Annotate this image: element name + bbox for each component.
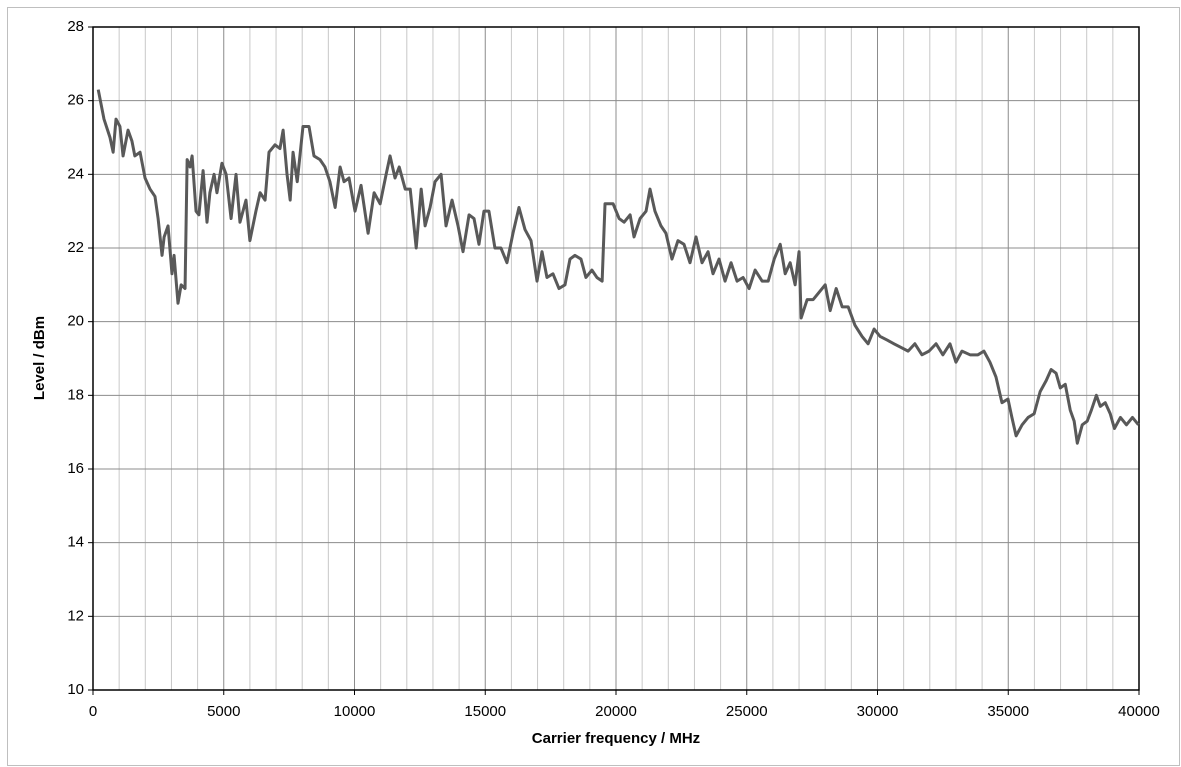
y-tick-label: 28 — [67, 18, 84, 35]
x-tick-label: 35000 — [987, 703, 1029, 720]
y-tick-label: 14 — [67, 534, 84, 551]
x-tick-label: 5000 — [207, 703, 240, 720]
x-tick-label: 15000 — [464, 703, 506, 720]
y-axis-title: Level / dBm — [31, 316, 48, 400]
y-tick-label: 18 — [67, 386, 84, 403]
x-axis-title: Carrier frequency / MHz — [532, 730, 700, 747]
y-tick-label: 12 — [67, 607, 84, 624]
x-tick-label: 40000 — [1118, 703, 1160, 720]
y-tick-label: 20 — [67, 313, 84, 330]
y-tick-label: 16 — [67, 460, 84, 477]
y-tick-label: 26 — [67, 92, 84, 109]
y-tick-label: 10 — [67, 681, 84, 698]
grid — [88, 26, 1140, 695]
chart-frame — [7, 7, 1180, 766]
data-line — [96, 89, 1140, 445]
y-tick-label: 22 — [67, 239, 84, 256]
plot-border — [92, 26, 1140, 691]
plot — [92, 26, 1140, 691]
x-tick-label: 20000 — [595, 703, 637, 720]
x-tick-label: 10000 — [334, 703, 376, 720]
labels: 0 5000 10000 15000 20000 25000 30000 35000 40000… — [67, 18, 1160, 720]
y-tick-label: 24 — [67, 165, 84, 182]
x-tick-label: 30000 — [857, 703, 899, 720]
x-tick-label: 0 — [89, 703, 97, 720]
x-tick-label: 25000 — [726, 703, 768, 720]
